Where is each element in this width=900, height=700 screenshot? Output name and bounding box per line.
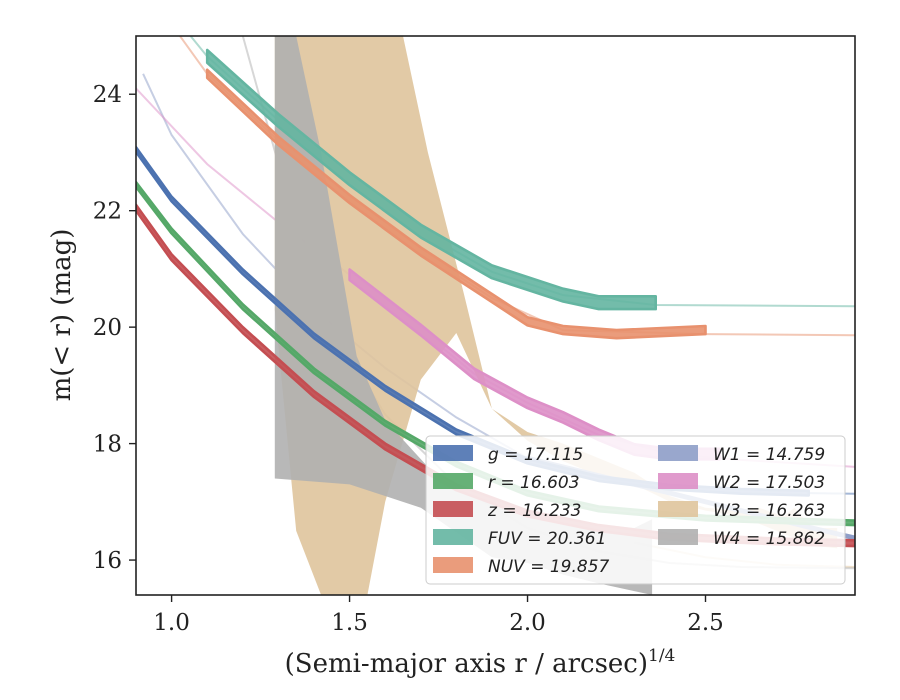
- series-nuv: [205, 68, 707, 340]
- legend-swatch: [433, 473, 473, 489]
- series-fuv: [205, 48, 657, 311]
- legend-label: W1 = 14.759: [713, 445, 825, 465]
- legend-item-w2: W2 = 17.503: [658, 473, 825, 493]
- legend-swatch: [658, 473, 698, 489]
- legend-swatch: [433, 557, 473, 573]
- legend-swatch: [433, 445, 473, 461]
- legend-item-fuv: FUV = 20.361: [433, 529, 606, 549]
- legend-label: g = 17.115: [488, 445, 583, 465]
- legend: g = 17.115 r = 16.603 z = 16.233 FUV = 20.3…: [425, 435, 846, 585]
- legend-frame: [425, 435, 846, 585]
- legend-item-g: g = 17.115: [433, 445, 583, 465]
- series-fuv-curve: [205, 48, 657, 311]
- legend-item-w1: W1 = 14.759: [658, 445, 825, 465]
- series-z: [136, 203, 855, 548]
- x-axis-label-text: (Semi-major axis r / arcsec): [285, 649, 648, 679]
- y-tick-label: 18: [93, 432, 122, 458]
- legend-label: r = 16.603: [488, 473, 580, 493]
- series-nuv-curve: [205, 68, 707, 340]
- legend-swatch: [658, 445, 698, 461]
- y-tick-label: 22: [93, 199, 122, 225]
- x-tick-label: 2.5: [687, 610, 724, 636]
- legend-label: NUV = 19.857: [488, 557, 610, 577]
- legend-label: z = 16.233: [487, 501, 581, 521]
- series-w3-band: [274, 36, 838, 595]
- legend-swatch: [658, 501, 698, 517]
- legend-item-z: z = 16.233: [433, 501, 581, 521]
- series-r-curve: [136, 180, 855, 527]
- series-w4: [274, 36, 653, 595]
- y-axis-ticks: 16 18 20 22 24: [93, 82, 136, 574]
- y-tick-label: 24: [93, 82, 122, 108]
- x-axis-label: (Semi-major axis r / arcsec)1/4: [285, 646, 676, 679]
- legend-label: W4 = 15.862: [713, 529, 825, 549]
- x-axis-label-exponent: 1/4: [648, 646, 675, 666]
- plot-frame: [135, 35, 856, 596]
- x-tick-label: 2.0: [509, 610, 546, 636]
- legend-item-w4: W4 = 15.862: [658, 529, 825, 549]
- x-tick-label: 1.5: [331, 610, 368, 636]
- x-tick-label: 1.0: [153, 610, 190, 636]
- legend-item-w3: W3 = 16.263: [658, 501, 825, 521]
- legend-swatch: [433, 501, 473, 517]
- series-z-curve: [136, 203, 855, 548]
- legend-label: W3 = 16.263: [713, 501, 825, 521]
- y-tick-label: 20: [93, 315, 122, 341]
- legend-swatch: [658, 529, 698, 545]
- legend-swatch: [433, 529, 473, 545]
- y-tick-label: 16: [93, 548, 122, 574]
- legend-label: W2 = 17.503: [713, 473, 825, 493]
- series-r: [136, 180, 855, 527]
- x-axis-ticks: 1.0 1.5 2.0 2.5: [153, 595, 724, 636]
- legend-label: FUV = 20.361: [488, 529, 606, 549]
- legend-item-r: r = 16.603: [433, 473, 580, 493]
- legend-item-nuv: NUV = 19.857: [433, 557, 610, 577]
- y-axis-label: m(< r) (mag): [47, 229, 77, 402]
- series-w3: [274, 36, 838, 595]
- series-w4-band: [274, 36, 653, 595]
